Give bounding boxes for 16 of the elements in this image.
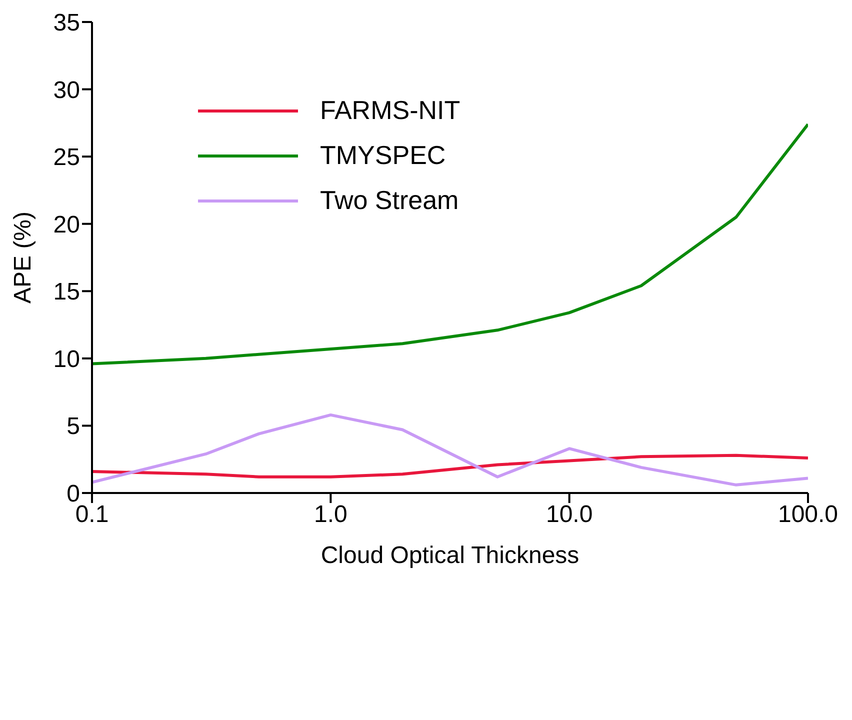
y-tick-label: 10: [53, 346, 80, 373]
y-tick-label: 5: [66, 413, 80, 440]
x-tick-label: 10.0: [546, 501, 593, 528]
x-tick-label: 0.1: [75, 501, 109, 528]
y-tick-label: 20: [53, 211, 80, 238]
y-tick-label: 25: [53, 144, 80, 172]
legend-label: FARMS-NIT: [320, 95, 460, 126]
y-tick-label: 15: [53, 278, 80, 306]
x-axis-title: Cloud Optical Thickness: [320, 542, 580, 569]
y-tick-label: 35: [53, 10, 80, 37]
y-tick-label: 30: [53, 76, 80, 104]
x-tick-label: 100.0: [778, 501, 838, 528]
legend-label: Two Stream: [320, 185, 459, 216]
x-tick-label: 1.0: [314, 501, 348, 528]
y-axis-title: APE (%): [10, 211, 37, 304]
legend-label: TMYSPEC: [320, 140, 446, 171]
